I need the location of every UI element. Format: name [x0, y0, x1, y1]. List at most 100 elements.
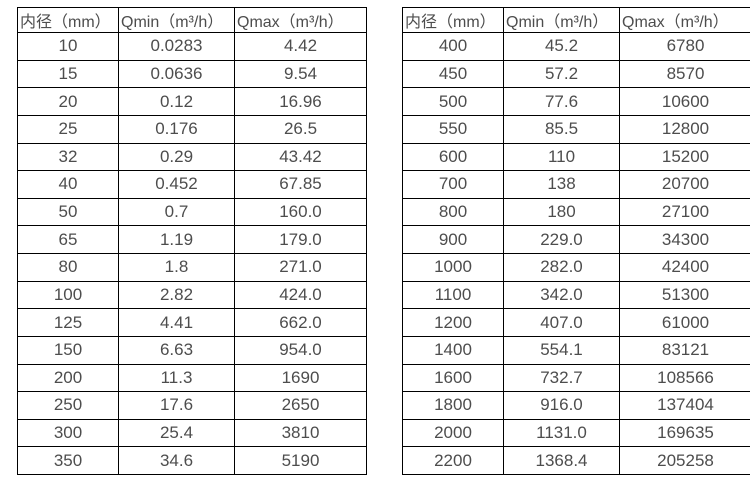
table-cell: 150 — [17, 335, 119, 365]
table-row: 200 11.3 1690 — [17, 363, 367, 393]
table-cell: 700 — [402, 170, 504, 199]
table-row: 65 1.19 179.0 — [17, 225, 367, 254]
table-cell: 407.0 — [503, 308, 620, 337]
table-cell: 342.0 — [503, 280, 620, 310]
table-cell: 67.85 — [234, 170, 367, 199]
table-cell: 300 — [17, 418, 119, 448]
table-cell: 45.2 — [503, 32, 620, 61]
header-row: 内径（mm） Qmin（m³/h） Qmax（m³/h） — [402, 7, 750, 33]
table-cell: 15 — [17, 59, 119, 89]
table-cell: 205258 — [619, 446, 750, 475]
table-cell: 25.4 — [118, 418, 235, 448]
table-row: 1400 554.1 83121 — [402, 335, 750, 365]
flow-table-small-diameters: 内径（mm） Qmin（m³/h） Qmax（m³/h） 10 0.0283 4.42 15… — [17, 7, 367, 475]
table-cell: 1800 — [402, 391, 504, 420]
table-cell: 34.6 — [118, 446, 235, 475]
table-cell: 1100 — [402, 280, 504, 310]
table-cell: 900 — [402, 225, 504, 254]
table-cell: 10 — [17, 32, 119, 61]
table-row: 100 2.82 424.0 — [17, 280, 367, 310]
table-cell: 250 — [17, 391, 119, 420]
table-cell: 10600 — [619, 87, 750, 116]
table-cell: 732.7 — [503, 363, 620, 393]
table-row: 2200 1368.4 205258 — [402, 446, 750, 475]
table-row: 125 4.41 662.0 — [17, 308, 367, 337]
table-cell: 16.96 — [234, 87, 367, 116]
table-cell: 4.41 — [118, 308, 235, 337]
column-header: Qmin（m³/h） — [503, 7, 620, 33]
table-row: 700 138 20700 — [402, 170, 750, 199]
table-cell: 25 — [17, 114, 119, 144]
table-cell: 600 — [402, 142, 504, 172]
table-row: 1000 282.0 42400 — [402, 253, 750, 282]
table-cell: 61000 — [619, 308, 750, 337]
table-cell: 110 — [503, 142, 620, 172]
table-cell: 6780 — [619, 32, 750, 61]
table-row: 550 85.5 12800 — [402, 114, 750, 144]
table-cell: 77.6 — [503, 87, 620, 116]
table-cell: 229.0 — [503, 225, 620, 254]
table-row: 20 0.12 16.96 — [17, 87, 367, 116]
table-cell: 57.2 — [503, 59, 620, 89]
table-row: 500 77.6 10600 — [402, 87, 750, 116]
table-row: 25 0.176 26.5 — [17, 114, 367, 144]
table-cell: 1000 — [402, 253, 504, 282]
table-cell: 0.7 — [118, 197, 235, 227]
table-cell: 42400 — [619, 253, 750, 282]
table-row: 1200 407.0 61000 — [402, 308, 750, 337]
table-cell: 138 — [503, 170, 620, 199]
table-row: 50 0.7 160.0 — [17, 197, 367, 227]
table-cell: 1368.4 — [503, 446, 620, 475]
header-row: 内径（mm） Qmin（m³/h） Qmax（m³/h） — [17, 7, 367, 33]
table-cell: 0.452 — [118, 170, 235, 199]
table-cell: 3810 — [234, 418, 367, 448]
table-cell: 83121 — [619, 335, 750, 365]
table-cell: 1131.0 — [503, 418, 620, 448]
table-cell: 1.19 — [118, 225, 235, 254]
table-cell: 5190 — [234, 446, 367, 475]
table-cell: 1400 — [402, 335, 504, 365]
table-cell: 271.0 — [234, 253, 367, 282]
table-row: 600 110 15200 — [402, 142, 750, 172]
table-cell: 9.54 — [234, 59, 367, 89]
flow-table-large-diameters: 内径（mm） Qmin（m³/h） Qmax（m³/h） 400 45.2 6780 450… — [402, 7, 750, 475]
table-cell: 100 — [17, 280, 119, 310]
column-header: Qmax（m³/h） — [234, 7, 367, 33]
table-row: 80 1.8 271.0 — [17, 253, 367, 282]
column-header: Qmax（m³/h） — [619, 7, 750, 33]
table-cell: 179.0 — [234, 225, 367, 254]
table-cell: 43.42 — [234, 142, 367, 172]
table-cell: 6.63 — [118, 335, 235, 365]
table-cell: 0.29 — [118, 142, 235, 172]
table-cell: 15200 — [619, 142, 750, 172]
table-cell: 2.82 — [118, 280, 235, 310]
table-cell: 424.0 — [234, 280, 367, 310]
table-row: 15 0.0636 9.54 — [17, 59, 367, 89]
table-cell: 108566 — [619, 363, 750, 393]
table-cell: 65 — [17, 225, 119, 254]
table-cell: 554.1 — [503, 335, 620, 365]
table-cell: 85.5 — [503, 114, 620, 144]
table-cell: 11.3 — [118, 363, 235, 393]
table-cell: 200 — [17, 363, 119, 393]
table-cell: 916.0 — [503, 391, 620, 420]
table-row: 450 57.2 8570 — [402, 59, 750, 89]
table-cell: 20700 — [619, 170, 750, 199]
table-cell: 1200 — [402, 308, 504, 337]
table-row: 900 229.0 34300 — [402, 225, 750, 254]
column-header: Qmin（m³/h） — [118, 7, 235, 33]
table-row: 32 0.29 43.42 — [17, 142, 367, 172]
table-cell: 137404 — [619, 391, 750, 420]
table-cell: 50 — [17, 197, 119, 227]
table-row: 250 17.6 2650 — [17, 391, 367, 420]
table-row: 1100 342.0 51300 — [402, 280, 750, 310]
column-header: 内径（mm） — [402, 7, 504, 33]
table-cell: 800 — [402, 197, 504, 227]
table-cell: 180 — [503, 197, 620, 227]
table-cell: 125 — [17, 308, 119, 337]
table-cell: 34300 — [619, 225, 750, 254]
table-cell: 8570 — [619, 59, 750, 89]
table-row: 40 0.452 67.85 — [17, 170, 367, 199]
table-cell: 2000 — [402, 418, 504, 448]
